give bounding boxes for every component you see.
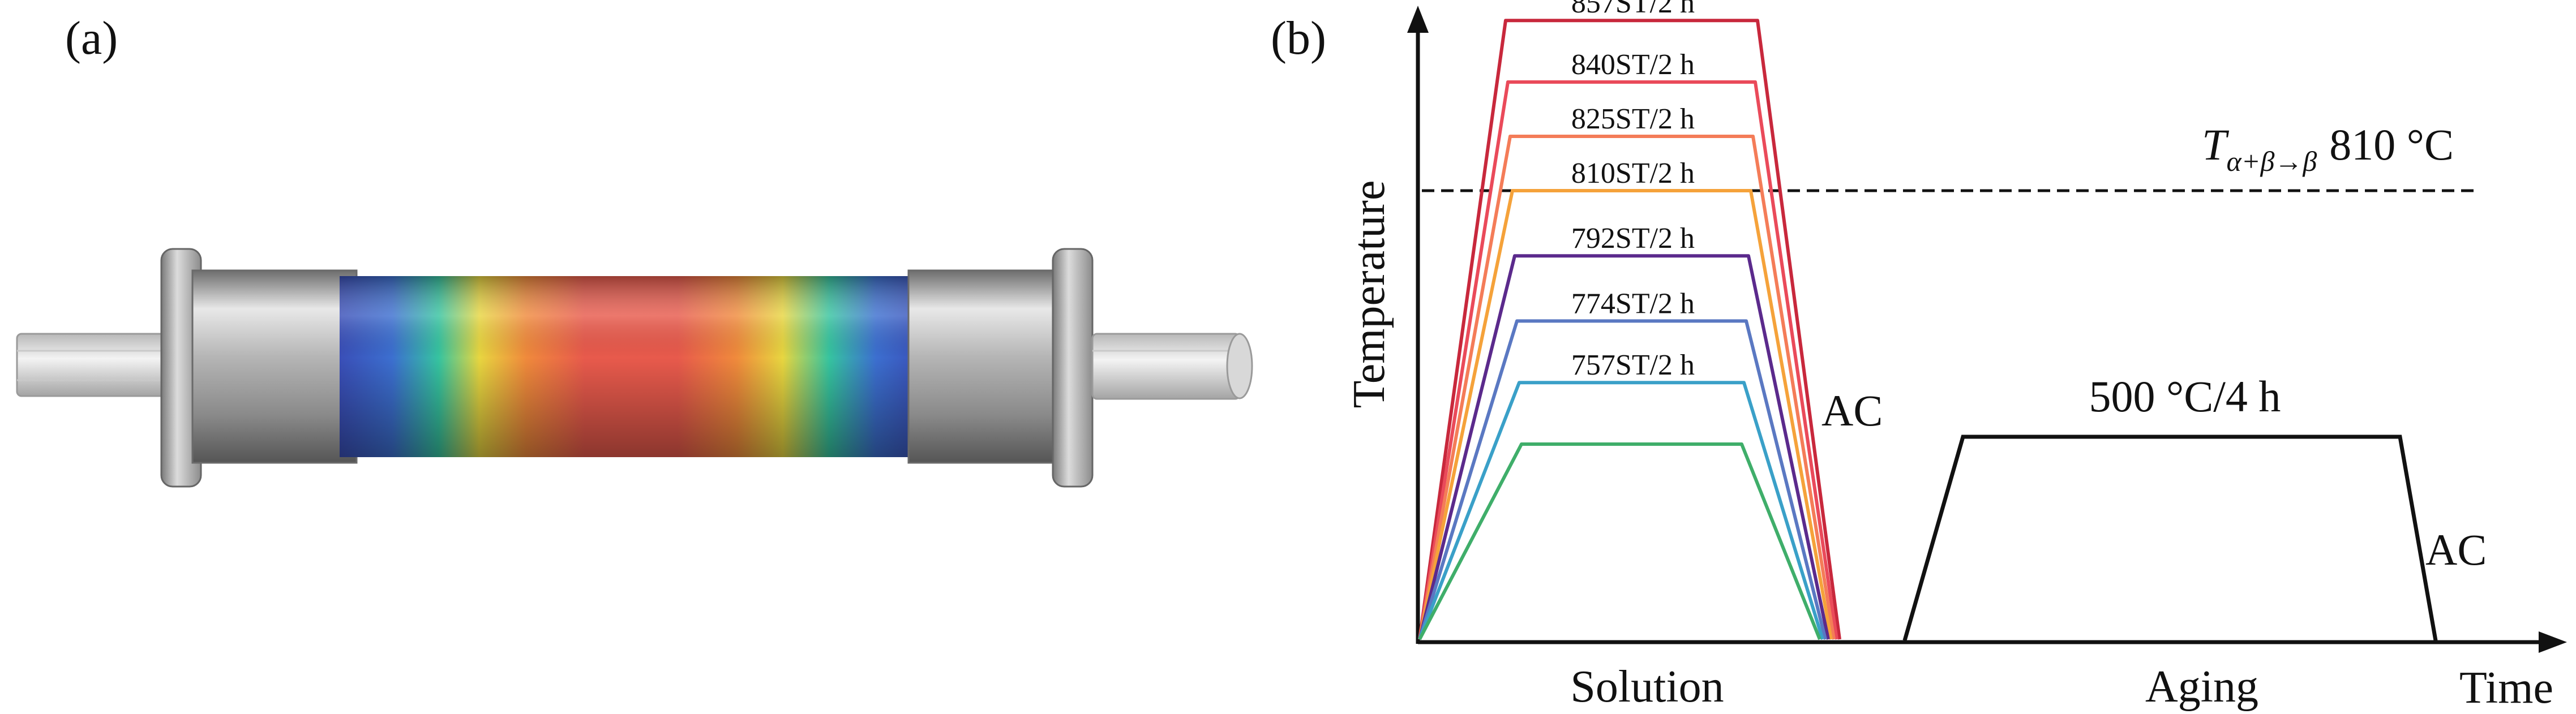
aging-cooling-label: AC (2425, 525, 2487, 574)
solution-curve-label: 840ST/2 h (1571, 49, 1695, 81)
transus-symbol: T (2202, 120, 2229, 169)
panel-a-label: (a) (65, 12, 118, 64)
solution-curve (1418, 19, 1841, 640)
beta-transus-label: Tα+β→β 810 °C (2202, 120, 2454, 177)
solution-curve (1418, 442, 1821, 640)
solution-curve (1418, 254, 1830, 640)
solution-cooling-label: AC (1821, 386, 1883, 435)
solution-curve-label: 774ST/2 h (1571, 287, 1695, 320)
solution-curve (1418, 381, 1824, 640)
diagram-axes (1407, 6, 2567, 653)
specimen-illustration (16, 248, 1253, 488)
right-flange (1052, 248, 1094, 488)
solution-curve-label: 810ST/2 h (1571, 157, 1695, 190)
y-axis-arrow (1407, 6, 1429, 33)
solution-curve (1418, 80, 1838, 640)
solution-curve-label: 825ST/2 h (1571, 103, 1695, 135)
solution-curve (1418, 189, 1833, 640)
solution-curve (1418, 135, 1836, 640)
transus-value: 810 °C (2329, 120, 2454, 169)
solution-labels: 857ST/2 h 840ST/2 h 825ST/2 h 810ST/2 h 792S… (1571, 0, 1695, 381)
solution-curve (1418, 319, 1827, 640)
solution-phase-label: Solution (1570, 662, 1724, 712)
transus-subscript: α+β→β (2226, 145, 2317, 177)
aging-curve (1902, 435, 2438, 641)
solution-curve-label: 792ST/2 h (1571, 222, 1695, 255)
aging-phase-label: Aging (2145, 662, 2258, 712)
left-grip (191, 269, 358, 464)
solution-curve-label: 857ST/2 h (1571, 0, 1695, 19)
solution-curve-label: 757ST/2 h (1571, 349, 1695, 381)
panel-b-label: (b) (1271, 12, 1326, 64)
x-axis-arrow (2539, 631, 2567, 653)
solution-curves (1418, 19, 1841, 640)
y-axis-label: Temperature (1344, 180, 1394, 408)
aging-label: 500 °C/4 h (2089, 372, 2281, 421)
x-axis-label: Time (2459, 663, 2553, 713)
right-shaft (1091, 333, 1241, 400)
right-grip (907, 269, 1071, 464)
